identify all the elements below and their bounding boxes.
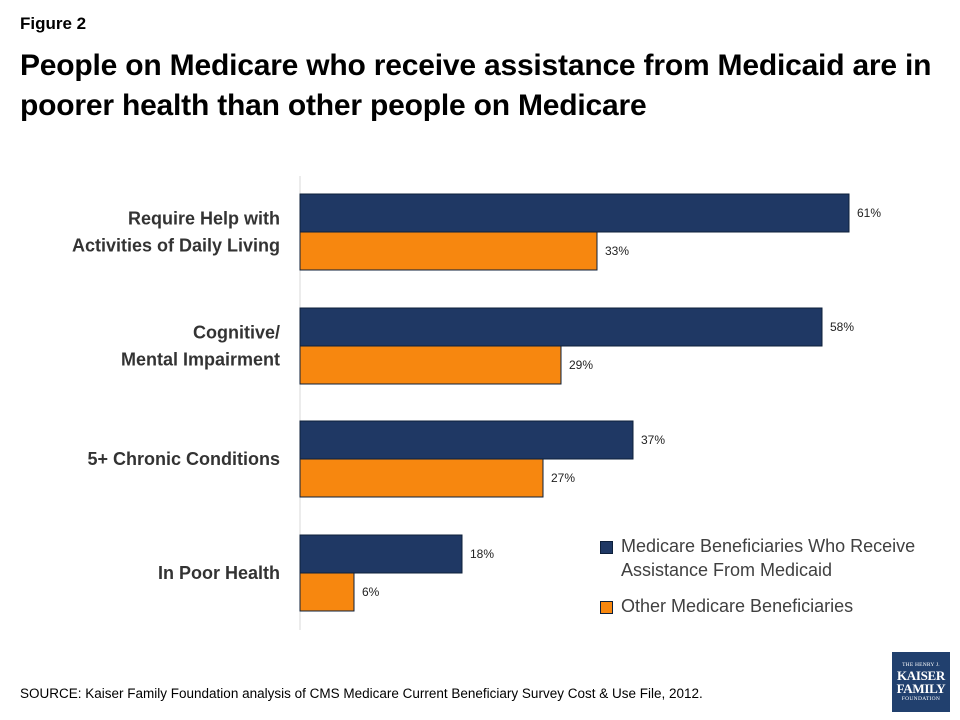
legend-item-medicaid: Medicare Beneficiaries Who Receive Assis…: [600, 534, 950, 582]
legend-label-medicaid: Medicare Beneficiaries Who Receive Assis…: [621, 536, 916, 580]
source-note: SOURCE: Kaiser Family Foundation analysi…: [20, 686, 703, 701]
bar-medicaid: [299, 307, 823, 347]
data-label: 61%: [857, 206, 881, 220]
legend: Medicare Beneficiaries Who Receive Assis…: [600, 534, 950, 630]
legend-item-other: Other Medicare Beneficiaries: [600, 594, 950, 618]
data-label: 18%: [470, 547, 494, 561]
data-label: 29%: [569, 358, 593, 372]
logo-text-kaiser: KAISER: [896, 668, 946, 683]
data-label: 58%: [830, 320, 854, 334]
logo-text-bottom: FOUNDATION: [901, 696, 941, 702]
logo-text-top: THE HENRY J.: [902, 662, 940, 668]
bar-other: [299, 572, 355, 612]
category-label: Require Help with: [128, 209, 280, 229]
bar-medicaid: [299, 534, 463, 574]
legend-label-other: Other Medicare Beneficiaries: [621, 596, 854, 616]
bar-medicaid: [299, 420, 634, 460]
category-label: Cognitive/: [193, 323, 280, 343]
legend-swatch-medicaid: [600, 541, 613, 554]
category-label: 5+ Chronic Conditions: [87, 449, 280, 469]
bar-other: [299, 458, 544, 498]
data-label: 37%: [641, 433, 665, 447]
category-label: Activities of Daily Living: [72, 236, 280, 256]
bar-medicaid: [299, 193, 850, 233]
kff-logo: THE HENRY J. KAISER FAMILY FOUNDATION: [892, 652, 950, 712]
data-label: 27%: [551, 471, 575, 485]
figure-label: Figure 2: [20, 14, 87, 33]
legend-swatch-other: [600, 601, 613, 614]
category-label: In Poor Health: [158, 563, 280, 583]
data-label: 6%: [362, 585, 380, 599]
category-label: Mental Impairment: [121, 350, 280, 370]
logo-text-family: FAMILY: [896, 681, 946, 696]
data-label: 33%: [605, 244, 629, 258]
bar-other: [299, 345, 562, 385]
chart-title: People on Medicare who receive assistanc…: [20, 49, 932, 122]
bar-other: [299, 231, 598, 271]
